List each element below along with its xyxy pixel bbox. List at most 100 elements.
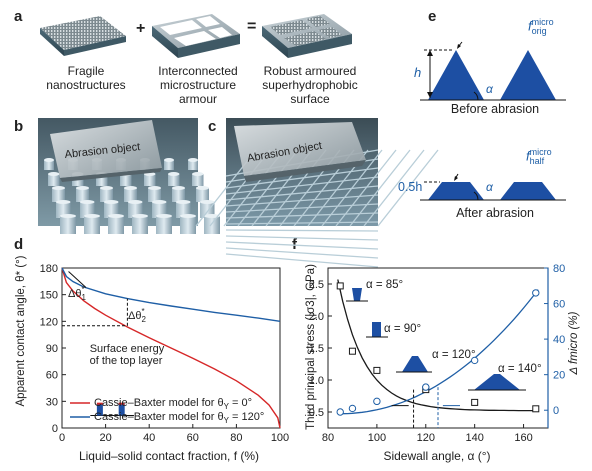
caption-armoured-surface: Robust armoured superhydrophobic surface bbox=[262, 64, 358, 106]
after-abrasion-structures bbox=[420, 173, 566, 201]
delta-theta-1-sub: 1 bbox=[81, 293, 86, 302]
f-half-sup: micro bbox=[529, 147, 552, 157]
delta-theta-2-star: * bbox=[141, 307, 145, 316]
pillar bbox=[188, 160, 198, 170]
pillar bbox=[84, 216, 100, 234]
pillar bbox=[128, 202, 143, 218]
chart-f-xlabel: Sidewall angle, α (°) bbox=[383, 449, 491, 463]
chart-d-xtick-label: 100 bbox=[271, 432, 289, 444]
delta-f-point bbox=[336, 408, 344, 416]
alpha-label-before: α bbox=[486, 82, 493, 96]
delta-f-point bbox=[532, 289, 540, 297]
pillar bbox=[104, 202, 119, 218]
nanostructure-slab bbox=[40, 16, 126, 56]
pillar-top bbox=[148, 186, 161, 190]
grid-line bbox=[225, 176, 379, 195]
stress-point bbox=[336, 282, 344, 290]
panel-letter-a: a bbox=[14, 8, 23, 25]
grid-line bbox=[335, 149, 397, 227]
f-orig-sup: micro bbox=[531, 17, 554, 27]
stress-point bbox=[471, 398, 479, 406]
pillar bbox=[192, 174, 204, 186]
chart-f-xtick-label: 160 bbox=[514, 432, 532, 444]
grid-line bbox=[321, 149, 383, 227]
chart-f-xtick-label: 120 bbox=[417, 432, 435, 444]
pillar bbox=[120, 174, 132, 186]
chart-d-xtick-label: 60 bbox=[187, 432, 199, 444]
chart-f-ylabel-right: Δ fmicro (%) bbox=[568, 311, 580, 375]
pillar-top bbox=[168, 172, 180, 176]
chart-d-ytick-label: 30 bbox=[46, 396, 58, 408]
pillar bbox=[132, 216, 148, 234]
pillar-top bbox=[132, 214, 148, 218]
pillar bbox=[168, 174, 180, 186]
glyph-90 bbox=[372, 322, 381, 337]
before-abrasion-structures bbox=[420, 41, 566, 101]
grid-line bbox=[377, 149, 439, 227]
chart-f-ytick-right-label: 80 bbox=[553, 263, 565, 275]
chart-f-xtick-label: 80 bbox=[322, 432, 334, 444]
pillar bbox=[124, 188, 137, 202]
pillar bbox=[196, 188, 209, 202]
angle-label-140: α = 140° bbox=[498, 363, 542, 375]
pillar bbox=[176, 202, 191, 218]
chart-f-ytick-left-label: 2.0 bbox=[309, 311, 324, 323]
chart-d-xtick-label: 0 bbox=[59, 432, 65, 444]
armour-frame bbox=[152, 14, 240, 58]
delta-f-point bbox=[422, 383, 430, 391]
caption-armour: Interconnected microstructure armour bbox=[158, 64, 238, 106]
delta-f-point bbox=[373, 397, 381, 406]
grid-line bbox=[225, 247, 379, 259]
chart-d-xtick-label: 20 bbox=[99, 432, 111, 444]
pillar-top bbox=[176, 200, 191, 204]
pillar-top bbox=[156, 214, 172, 218]
chart-f-xtick-label: 100 bbox=[368, 432, 386, 444]
f-half-label: f micro half bbox=[526, 148, 552, 166]
pillar-top bbox=[108, 214, 124, 218]
panel-letter-c: c bbox=[208, 118, 217, 135]
chart-d-ytick-label: 90 bbox=[46, 343, 58, 355]
grid-line bbox=[225, 229, 379, 232]
angle-label-85: α = 85° bbox=[366, 279, 404, 291]
pillar bbox=[56, 202, 71, 218]
pillar bbox=[200, 202, 215, 218]
delta-f-point bbox=[348, 404, 357, 413]
icon-pillar-1 bbox=[96, 404, 103, 416]
surface-energy-icon bbox=[90, 402, 134, 417]
delta-f-fit-curve bbox=[337, 289, 539, 415]
angle-label-120: α = 120° bbox=[432, 349, 476, 361]
chart-f-xtick-label: 140 bbox=[465, 432, 483, 444]
delta-theta-1-star: * bbox=[81, 285, 85, 294]
stress-point bbox=[373, 366, 381, 374]
pillar-top bbox=[204, 214, 220, 218]
pillar-top bbox=[52, 186, 65, 190]
chart-d-ytick-label: 60 bbox=[46, 370, 58, 382]
delta1-arrow bbox=[68, 271, 87, 288]
chart-d-xtick-label: 80 bbox=[230, 432, 242, 444]
surface-energy-line2: of the top layer bbox=[89, 355, 163, 367]
delta-f-point bbox=[470, 356, 479, 365]
legend-red-tail: = 0° bbox=[228, 397, 253, 409]
pillar-top bbox=[192, 172, 204, 176]
delta-theta-2: Δθ * 2 bbox=[128, 308, 146, 324]
pillar bbox=[144, 174, 156, 186]
angle-label-90: α = 90° bbox=[384, 323, 422, 335]
pillar-top bbox=[100, 186, 113, 190]
f-half-sub: half bbox=[529, 156, 545, 166]
surface-energy-line1: Surface energy bbox=[89, 343, 165, 355]
pillar-top bbox=[80, 200, 95, 204]
grid-line bbox=[225, 235, 379, 241]
pillar-top bbox=[60, 214, 76, 218]
grid-line bbox=[225, 212, 379, 219]
height-label: h bbox=[414, 65, 422, 80]
pillar bbox=[52, 188, 65, 202]
icon-pillar-2 bbox=[118, 404, 125, 416]
stress-fit-curve bbox=[337, 279, 539, 412]
grid-line bbox=[363, 149, 425, 227]
armoured-surface bbox=[262, 14, 352, 58]
half-height-label: 0.5h bbox=[398, 180, 423, 194]
pillar bbox=[172, 188, 185, 202]
